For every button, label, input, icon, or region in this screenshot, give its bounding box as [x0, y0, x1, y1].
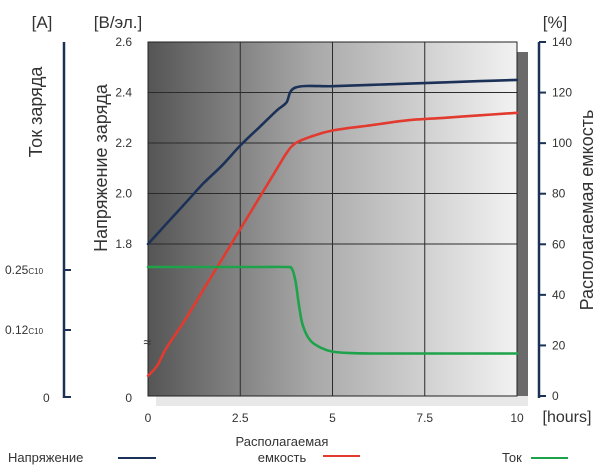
capacity-ticks: 0 20 40 60 80 100 120 140	[539, 35, 572, 403]
capacity-tick-label: 40	[552, 288, 566, 302]
capacity-tick-label: 140	[552, 35, 572, 49]
plot-frame	[147, 41, 518, 397]
current-tick-label: 0	[43, 391, 50, 405]
capacity-tick-label: 60	[552, 237, 566, 251]
x-tick-label: 0	[145, 411, 152, 425]
series-line-capacity	[146, 111, 519, 378]
current-tick-025: 0.25C10	[5, 263, 71, 277]
x-tick-label: 2.5	[232, 411, 249, 425]
capacity-axis-title: Располагаемая емкость	[577, 110, 597, 311]
current-axis-title: Ток заряда	[26, 66, 46, 158]
series-line-current	[146, 265, 519, 355]
voltage-axis-unit: [В/эл.]	[94, 13, 142, 32]
capacity-tick-label: 20	[552, 338, 566, 352]
legend-capacity: Располагаемая емкость	[236, 434, 360, 465]
x-axis-unit: [hours]	[543, 409, 592, 426]
current-tick-label: 0.12C10	[5, 323, 44, 337]
voltage-axis-zero: 0	[125, 391, 132, 405]
voltage-tick-label: 2.4	[115, 86, 132, 100]
voltage-tick-label: 1.8	[115, 237, 132, 251]
voltage-tick-label: 2.6	[115, 35, 132, 49]
capacity-tick-label: 80	[552, 187, 566, 201]
current-tick-0: 0	[43, 391, 71, 405]
voltage-tick-label: 2.2	[115, 136, 132, 150]
capacity-axis-unit: [%]	[543, 13, 568, 32]
legend-current-label: Ток	[502, 450, 522, 465]
current-tick-label: 0.25C10	[5, 263, 44, 277]
voltage-axis-title: Напряжение заряда	[91, 83, 111, 252]
capacity-tick-label: 0	[552, 389, 559, 403]
axis-break-mark: ≈	[143, 334, 151, 350]
shadow-bottom	[156, 396, 528, 406]
x-ticks: 0 2.5 5 7.5 10	[145, 411, 524, 425]
x-tick-label: 7.5	[416, 411, 433, 425]
legend-current: Ток	[502, 450, 568, 465]
current-tick-012: 0.12C10	[5, 323, 71, 337]
capacity-tick-label: 100	[552, 136, 572, 150]
current-axis-unit: [A]	[32, 13, 53, 32]
series-line-voltage	[146, 78, 519, 246]
x-tick-label: 10	[510, 411, 524, 425]
x-tick-label: 5	[329, 411, 336, 425]
grid	[148, 42, 517, 396]
legend-capacity-label: Располагаемая емкость	[236, 434, 329, 465]
series-layer	[146, 78, 519, 378]
voltage-tick-label: 2.0	[115, 187, 132, 201]
capacity-tick-label: 120	[552, 86, 572, 100]
legend-voltage: Напряжение	[8, 450, 156, 465]
voltage-ticks: 1.8 2.0 2.2 2.4 2.6	[115, 35, 132, 251]
legend-voltage-label: Напряжение	[8, 450, 83, 465]
shadow-right	[517, 52, 528, 406]
